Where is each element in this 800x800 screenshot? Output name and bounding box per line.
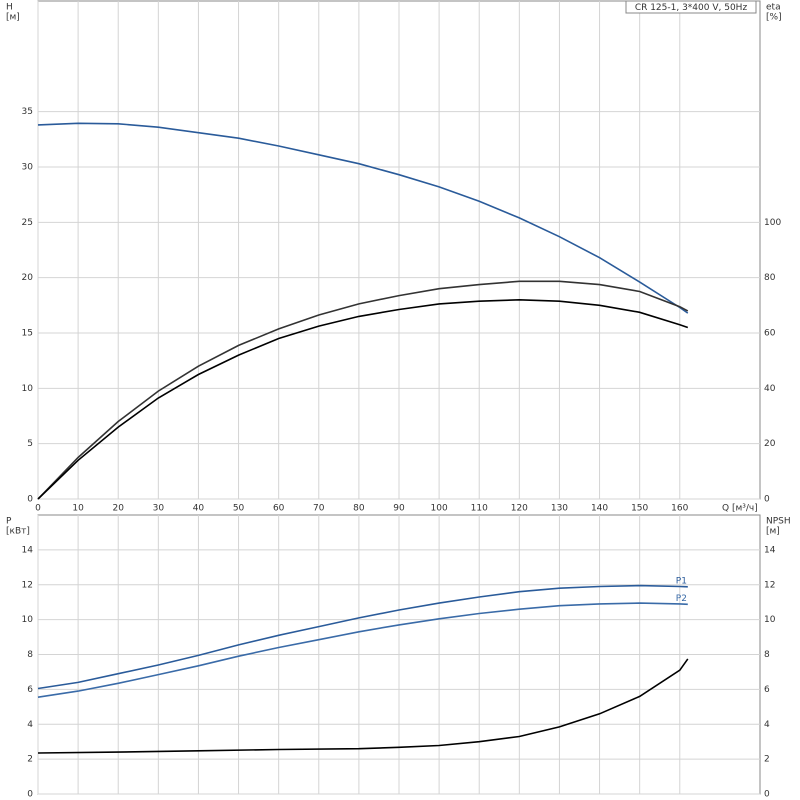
- y2-tick-label: 12: [764, 580, 775, 590]
- y2-axis-label: eta: [766, 3, 781, 13]
- x-tick-label: 160: [671, 504, 688, 514]
- y-tick-label: 6: [27, 685, 33, 695]
- x-tick-label: 130: [551, 504, 568, 514]
- y-axis-label: P: [6, 517, 12, 527]
- x-tick-label: 10: [72, 504, 84, 514]
- series-line: [37, 298, 689, 500]
- y-tick-label: 10: [22, 384, 34, 394]
- y-tick-label: 15: [22, 329, 33, 339]
- x-tick-label: 90: [393, 504, 405, 514]
- chart-title: CR 125-1, 3*400 V, 50Hz: [635, 3, 748, 13]
- y-tick-label: 30: [22, 163, 34, 173]
- y-tick-label: 35: [22, 107, 33, 117]
- y2-tick-label: 0: [764, 495, 770, 505]
- y2-tick-label: 20: [764, 439, 776, 449]
- y-tick-label: 10: [22, 615, 34, 625]
- y-tick-label: 4: [27, 720, 33, 730]
- y2-tick-label: 2: [764, 755, 770, 765]
- y-tick-label: 12: [22, 580, 33, 590]
- y-tick-label: 5: [27, 439, 33, 449]
- x-tick-label: 150: [631, 504, 648, 514]
- y-tick-label: 0: [27, 790, 33, 800]
- y2-axis-unit: [м]: [766, 527, 780, 537]
- y-tick-label: 2: [27, 755, 33, 765]
- x-tick-label: 60: [273, 504, 285, 514]
- y-axis-unit: [м]: [6, 13, 20, 23]
- x-tick-label: 20: [112, 504, 124, 514]
- y-tick-label: 0: [27, 495, 33, 505]
- x-axis-label: Q [м³/ч]: [722, 504, 758, 514]
- y2-tick-label: 60: [764, 329, 776, 339]
- x-tick-label: 110: [471, 504, 488, 514]
- series-line: [37, 584, 688, 690]
- y2-tick-label: 100: [764, 218, 781, 228]
- y-tick-label: 20: [22, 273, 34, 283]
- y2-tick-label: 4: [764, 720, 770, 730]
- x-tick-label: 40: [193, 504, 205, 514]
- series-line: [37, 658, 689, 754]
- y2-tick-label: 14: [764, 545, 776, 555]
- title-box: [625, 0, 757, 14]
- x-tick-label: 30: [153, 504, 165, 514]
- series-line: [37, 122, 689, 314]
- y2-tick-label: 0: [764, 790, 770, 800]
- series-label: P1: [676, 576, 687, 586]
- x-tick-label: 50: [233, 504, 245, 514]
- series-line: [37, 280, 689, 500]
- x-tick-label: 70: [313, 504, 325, 514]
- y2-tick-label: 8: [764, 650, 770, 660]
- x-tick-label: 80: [353, 504, 365, 514]
- x-tick-label: 120: [511, 504, 528, 514]
- y2-axis-label: NPSH: [766, 517, 791, 527]
- series-line: [37, 602, 688, 698]
- y2-tick-label: 10: [764, 615, 776, 625]
- y2-tick-label: 80: [764, 273, 776, 283]
- y2-tick-label: 6: [764, 685, 770, 695]
- y-axis-label: H: [6, 3, 13, 13]
- y-axis-unit: [кВт]: [6, 527, 30, 537]
- y-tick-label: 14: [22, 545, 34, 555]
- y-tick-label: 25: [22, 218, 33, 228]
- y-tick-label: 8: [27, 650, 33, 660]
- x-tick-label: 100: [431, 504, 448, 514]
- x-tick-label: 0: [35, 504, 41, 514]
- series-label: P2: [676, 594, 687, 604]
- y2-tick-label: 40: [764, 384, 776, 394]
- y2-axis-unit: [%]: [766, 13, 782, 23]
- x-tick-label: 140: [591, 504, 608, 514]
